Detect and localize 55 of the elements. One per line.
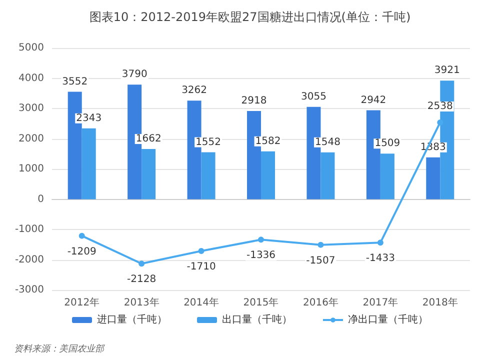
y-tick-label: -3000 [14, 284, 44, 296]
y-tick-label: 1000 [18, 164, 44, 174]
chart-title: 图表10：2012-2019年欧盟27国糖进出口情况(单位：千吨) [89, 10, 411, 24]
legend-label: 进口量（千吨） [97, 314, 167, 326]
data-label: 3552 [62, 76, 88, 88]
data-label: -1710 [186, 261, 216, 272]
data-label: 2343 [76, 112, 102, 124]
y-tick-label: -2000 [14, 254, 44, 266]
data-label: -1209 [67, 246, 96, 258]
data-label: 2538 [427, 100, 453, 112]
x-tick-label: 2015年 [243, 296, 279, 308]
legend-label: 出口量（千吨） [222, 314, 292, 326]
x-tick-label: 2018年 [422, 296, 458, 308]
data-label: 2918 [241, 95, 267, 106]
x-tick-label: 2012年 [64, 296, 100, 308]
y-tick-label: 0 [38, 194, 44, 205]
data-label: 3921 [434, 65, 460, 76]
data-label: 1552 [196, 136, 222, 148]
data-label: -1507 [306, 255, 336, 266]
x-tick-label: 2017年 [362, 296, 398, 308]
x-tick-label: 2014年 [184, 296, 220, 308]
x-tick-label: 2016年 [302, 296, 338, 308]
data-label: 1582 [255, 136, 281, 147]
point [138, 260, 145, 267]
data-label: 2942 [360, 94, 386, 106]
point [78, 232, 85, 239]
bar [426, 157, 440, 200]
data-label: 1662 [136, 133, 162, 144]
y-tick-label: -1000 [14, 224, 44, 235]
data-label: 3262 [182, 85, 208, 96]
data-label: 1548 [314, 136, 340, 148]
point [258, 236, 264, 243]
point [437, 119, 444, 126]
bar [201, 152, 216, 200]
bar [320, 152, 335, 200]
point [377, 240, 384, 246]
y-tick-label: 2000 [18, 133, 44, 144]
point [198, 248, 204, 254]
data-label: -2128 [127, 274, 156, 286]
point [318, 242, 324, 248]
data-label: 1509 [374, 138, 400, 150]
data-label: 3055 [300, 91, 326, 102]
x-tick-label: 2013年 [124, 296, 160, 308]
data-label: 3790 [122, 69, 148, 80]
bar [261, 151, 275, 200]
data-label: -1336 [246, 250, 276, 262]
text: 资料来源：美国农业部 [14, 344, 105, 354]
y-tick-label: 3000 [18, 103, 44, 114]
y-tick-label: 4000 [18, 72, 44, 84]
data-label: -1433 [366, 253, 395, 264]
bar [380, 154, 394, 200]
bar [142, 148, 156, 200]
y-tick-label: 5000 [18, 42, 44, 54]
legend-label: 净出口量（千吨） [348, 314, 428, 326]
bar [82, 128, 96, 200]
